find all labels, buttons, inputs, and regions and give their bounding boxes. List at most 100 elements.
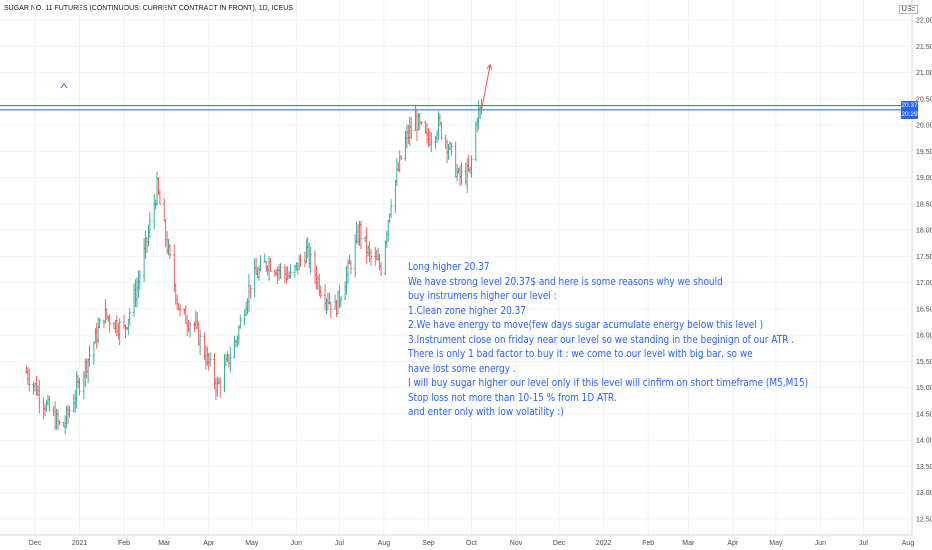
ohlc-bar (259, 255, 262, 272)
ohlc-bar (293, 264, 297, 278)
ohlc-bar (365, 227, 368, 264)
ohlc-bar (88, 345, 91, 367)
y-tick-label: 18.50 (916, 201, 932, 208)
ohlc-bar (297, 255, 301, 270)
ohlc-bar (286, 266, 289, 281)
ohlc-bar (147, 224, 150, 247)
ohlc-bar (194, 310, 198, 330)
ohlc-bar (256, 267, 259, 279)
ohlc-bar (308, 242, 311, 268)
ohlc-bar (86, 358, 90, 384)
ohlc-bar (164, 218, 167, 248)
ohlc-bar (167, 239, 170, 256)
annotation-line: 3.Instrument close on friday near our le… (408, 333, 795, 346)
ohlc-bar (404, 130, 407, 161)
ohlc-bar (196, 312, 199, 330)
ohlc-bar (387, 219, 390, 242)
ohlc-bar (369, 249, 373, 266)
y-tick-label: 17.50 (916, 254, 932, 261)
ohlc-bar (277, 264, 281, 281)
ohlc-bar (53, 401, 57, 430)
ohlc-bar (424, 121, 427, 135)
x-tick-label: Jun (291, 540, 302, 547)
ohlc-bar (148, 211, 152, 238)
x-tick-label: Aug (902, 540, 915, 547)
ohlc-bar (28, 368, 31, 392)
ohlc-bar (427, 128, 430, 148)
ohlc-bar (303, 251, 307, 268)
ohlc-bar (425, 123, 429, 144)
ohlc-bar (138, 270, 142, 291)
ohlc-bar (226, 351, 229, 363)
ohlc-bar (94, 328, 97, 344)
ohlc-bar (107, 315, 110, 322)
level-price-tag: 20.37 (901, 100, 918, 110)
ohlc-bar (114, 319, 117, 334)
ohlc-bar (385, 230, 388, 248)
ohlc-bar (216, 377, 219, 397)
annotation-line: 2.We have energy to move(few days sugar … (408, 319, 764, 331)
ohlc-bar (155, 171, 159, 206)
ohlc-bar (470, 155, 473, 178)
ohlc-bar (35, 375, 38, 396)
ohlc-bar (454, 141, 457, 178)
ohlc-bar (74, 389, 77, 413)
ohlc-bar (128, 307, 131, 326)
ohlc-bar (448, 141, 452, 151)
last-price-tag: 20.29 (901, 109, 918, 119)
ohlc-bar (394, 180, 397, 214)
ohlc-bar (299, 253, 302, 268)
ohlc-bar (407, 124, 410, 145)
ohlc-bar (349, 260, 353, 275)
ohlc-bar (142, 238, 146, 283)
ohlc-bar (198, 329, 202, 356)
ohlc-bar (219, 377, 222, 398)
ohlc-bar (338, 284, 341, 309)
ohlc-bar (187, 320, 190, 333)
ohlc-bar (345, 265, 348, 295)
chart-title: SUGAR NO. 11 FUTURES (CONTINUOUS: CURREN… (4, 5, 293, 12)
ohlc-bar (289, 264, 292, 279)
ohlc-bar (306, 236, 310, 259)
ohlc-bar (63, 415, 67, 435)
ohlc-bar (318, 273, 321, 297)
ohlc-bar (366, 245, 370, 257)
ohlc-bar (224, 354, 228, 366)
ohlc-bar (395, 158, 399, 186)
ohlc-bar (122, 314, 126, 330)
ohlc-bar (193, 321, 196, 333)
ohlc-bar (450, 142, 453, 156)
x-tick-label: May (245, 540, 259, 547)
x-tick-label: Apr (203, 540, 215, 547)
x-tick-label: Dec (29, 540, 42, 547)
ohlc-bar (474, 121, 478, 162)
trade-idea-annotation: Long higher 20.37 We have strong level 2… (408, 260, 808, 420)
y-tick-label: 21.00 (916, 70, 932, 77)
annotation-line: I will buy sugar higher our level only i… (408, 377, 809, 389)
y-tick-label: 15.00 (916, 385, 932, 392)
ohlc-bar (186, 315, 189, 337)
ohlc-bar (368, 241, 371, 263)
x-tick-label: Nov (510, 540, 523, 547)
annotation-line: There is only 1 bad factor to buy it : w… (408, 348, 753, 360)
ohlc-bar (207, 353, 210, 371)
x-tick-label: Jul (335, 540, 344, 547)
ohlc-bar (279, 263, 282, 279)
ohlc-bar (458, 165, 462, 187)
ohlc-bar (388, 213, 391, 223)
ohlc-bar (399, 155, 403, 160)
ohlc-bar (108, 314, 111, 333)
ohlc-bar (105, 308, 108, 320)
ohlc-bar (233, 335, 236, 359)
ohlc-bar (52, 405, 55, 417)
ohlc-bar (295, 262, 298, 271)
ohlc-bar (48, 395, 51, 412)
ohlc-bar (267, 255, 271, 281)
ohlc-bar (175, 294, 179, 310)
ohlc-bar (457, 167, 460, 174)
ohlc-bar (145, 237, 149, 253)
y-tick-label: 17.00 (916, 280, 932, 287)
ohlc-bar (178, 304, 182, 317)
ohlc-bar (125, 327, 129, 331)
